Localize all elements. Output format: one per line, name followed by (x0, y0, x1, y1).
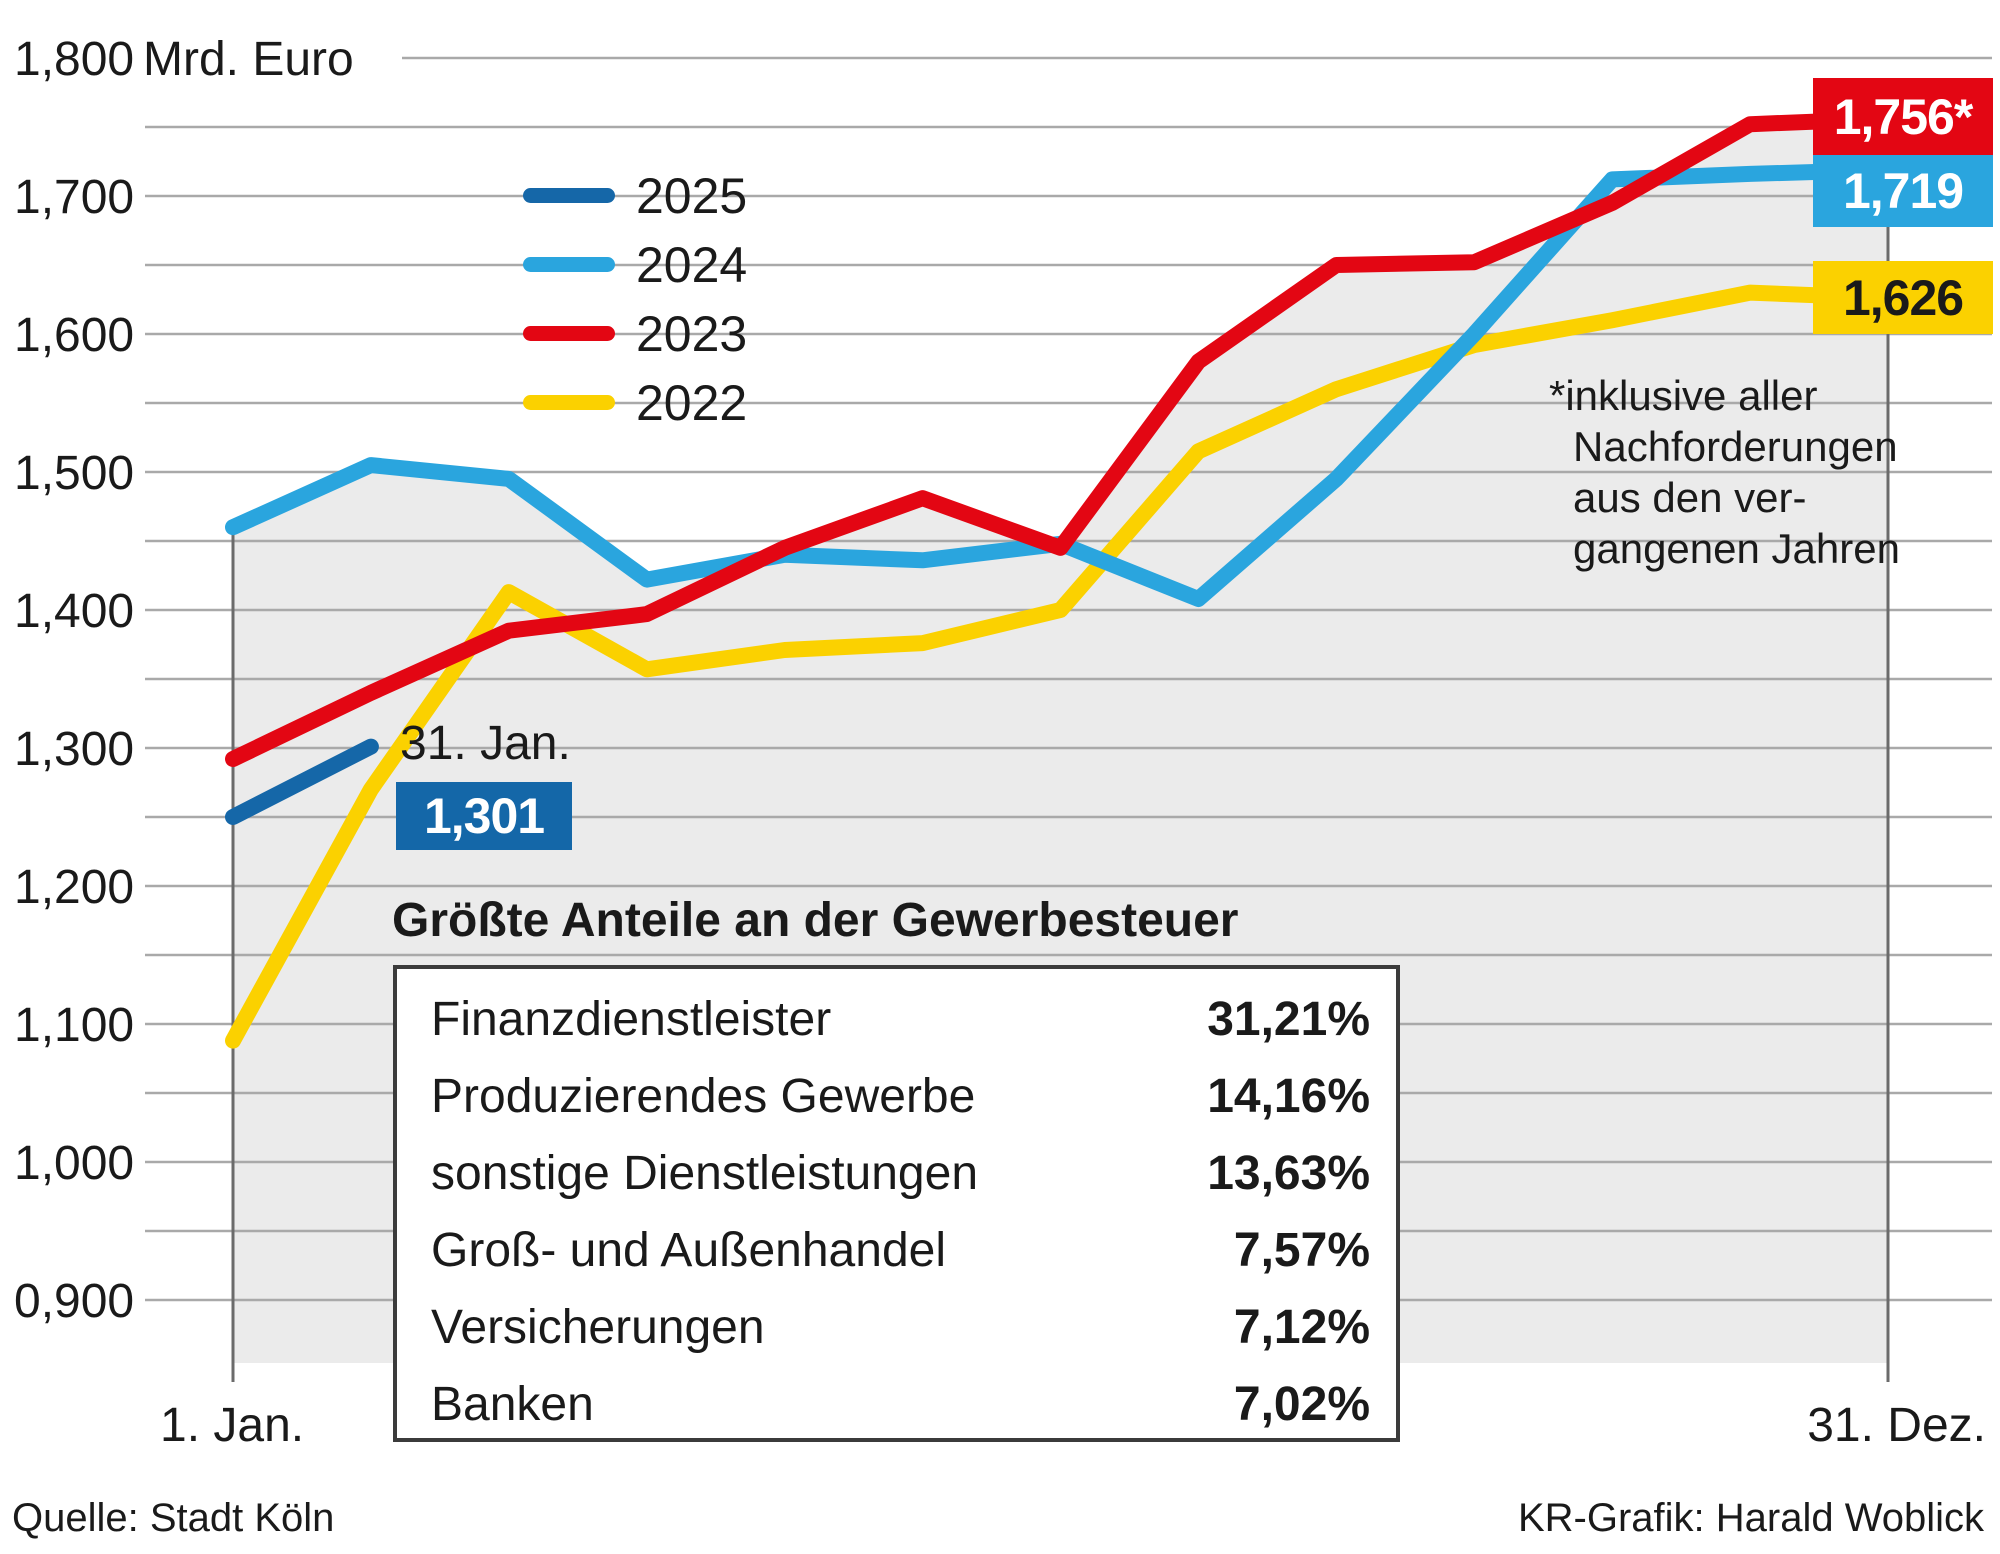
x-axis-label-start: 1. Jan. (160, 1399, 305, 1452)
jan31-value-badge: 1,301 (396, 782, 572, 850)
y-tick-number: 1,800 (14, 33, 135, 86)
share-value: 31,21% (1207, 993, 1370, 1046)
share-value: 7,02% (1233, 1378, 1370, 1431)
legend-label-2025: 2025 (636, 168, 748, 224)
share-row-banken: Banken 7,02% (431, 1366, 1370, 1443)
share-label: Produzierendes Gewerbe (431, 1070, 976, 1123)
share-label: Banken (431, 1378, 594, 1431)
y-tick-number: 0,900 (14, 1275, 135, 1328)
y-tick-label-1,700: 1,700 (14, 170, 135, 226)
y-tick-number: 1,200 (14, 861, 135, 914)
y-tick-number: 1,700 (14, 171, 135, 224)
series-line-2022 (225, 284, 1896, 1049)
footnote-line: gangenen Jahren (1573, 525, 1900, 572)
y-tick-label-1,400: 1,400 (14, 584, 135, 640)
share-row-gro-und-au-enhandel: Groß- und Außenhandel 7,57% (431, 1212, 1370, 1289)
footnote-line: aus den ver- (1573, 474, 1807, 521)
share-label: Finanzdienstleister (431, 993, 832, 1046)
y-tick-number: 1,000 (14, 1137, 135, 1190)
share-label: sonstige Dienstleistungen (431, 1147, 979, 1200)
legend-label-2022: 2022 (636, 375, 748, 431)
share-row-versicherungen: Versicherungen 7,12% (431, 1289, 1370, 1366)
y-tick-label-1,200: 1,200 (14, 860, 135, 916)
share-value: 14,16% (1207, 1070, 1370, 1123)
graphic-credit: KR-Grafik: Harald Woblick (1517, 1496, 1984, 1540)
share-label: Groß- und Außenhandel (431, 1224, 946, 1277)
legend-swatch-2023 (523, 326, 615, 341)
y-tick-number: 1,600 (14, 309, 135, 362)
footnote-line: *inklusive aller (1549, 372, 1818, 419)
x-axis-label-end: 31. Dez. (1807, 1399, 1986, 1452)
y-axis-unit: Mrd. Euro (143, 33, 354, 86)
share-row-finanzdienstleister: Finanzdienstleister 31,21% (431, 981, 1370, 1058)
y-tick-label-1,800: 1,800 Mrd. Euro (14, 32, 354, 88)
legend-swatch-2022 (523, 395, 615, 410)
y-tick-number: 1,500 (14, 447, 135, 500)
y-tick-number: 1,300 (14, 723, 135, 776)
y-tick-label-1,500: 1,500 (14, 446, 135, 502)
series-line-2023 (225, 110, 1896, 767)
footnote-line: Nachforderungen (1573, 423, 1898, 470)
source-credit: Quelle: Stadt Köln (12, 1496, 335, 1540)
y-tick-label-1,600: 1,600 (14, 308, 135, 364)
share-value: 7,12% (1233, 1301, 1370, 1354)
series-line-2025 (225, 738, 379, 825)
share-row-sonstige-dienstleistungen: sonstige Dienstleistungen 13,63% (431, 1135, 1370, 1212)
legend-swatch-2025 (523, 188, 615, 203)
footnote: *inklusive aller Nachforderungen aus den… (1549, 370, 1900, 574)
y-tick-label-0,900: 0,900 (14, 1274, 135, 1330)
y-tick-number: 1,400 (14, 585, 135, 638)
jan31-date-label: 31. Jan. (400, 717, 571, 770)
y-tick-label-1,000: 1,000 (14, 1136, 135, 1192)
end-value-box-2023: 1,756* (1813, 78, 1993, 155)
y-tick-number: 1,100 (14, 999, 135, 1052)
end-value-box-2024: 1,719 (1813, 155, 1993, 227)
shares-table: Finanzdienstleister 31,21% Produzierendes … (393, 965, 1400, 1442)
table-title: Größte Anteile an der Gewerbesteuer (392, 894, 1239, 947)
y-tick-label-1,100: 1,100 (14, 998, 135, 1054)
share-label: Versicherungen (431, 1301, 765, 1354)
share-value: 7,57% (1233, 1224, 1370, 1277)
legend-swatch-2024 (523, 257, 615, 272)
share-value: 13,63% (1207, 1147, 1370, 1200)
end-value-box-2022: 1,626 (1813, 261, 1993, 334)
y-tick-label-1,300: 1,300 (14, 722, 135, 778)
share-row-produzierendes-gewerbe: Produzierendes Gewerbe 14,16% (431, 1058, 1370, 1135)
legend-label-2024: 2024 (636, 237, 748, 293)
legend-label-2023: 2023 (636, 306, 748, 362)
